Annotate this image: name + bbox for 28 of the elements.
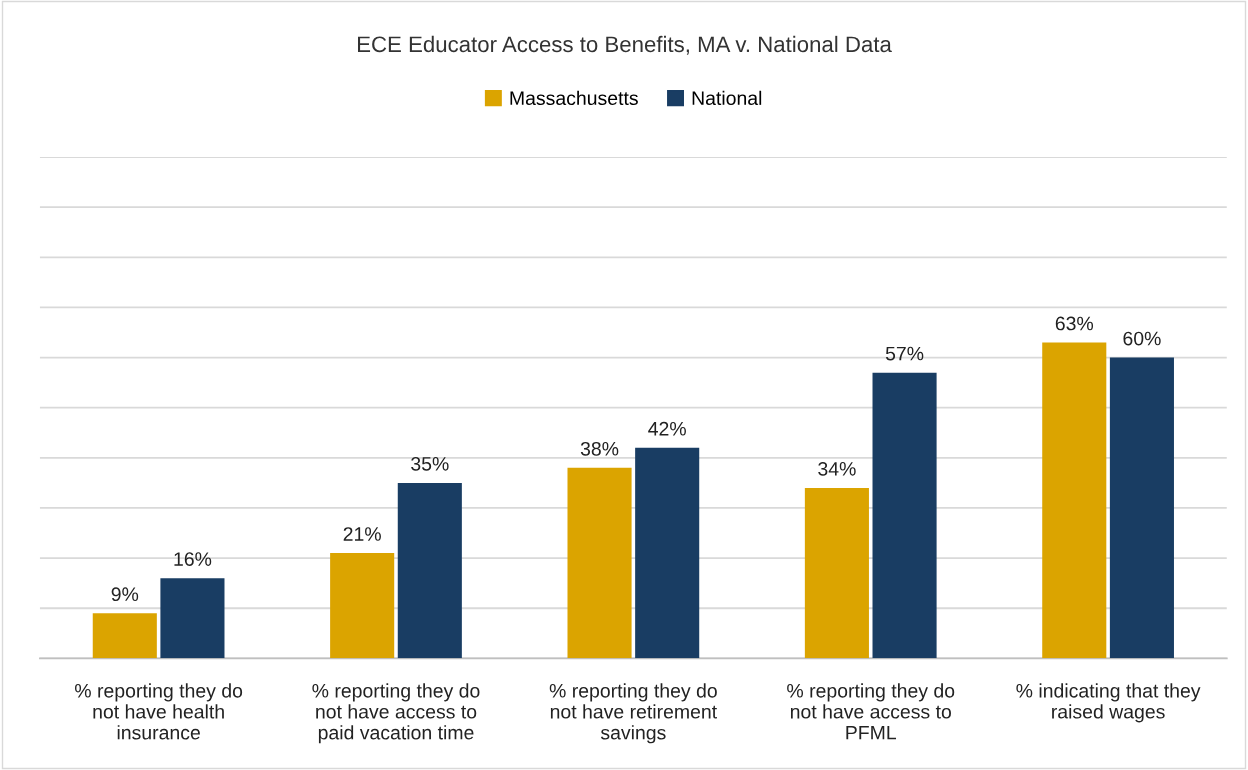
data-label: 21% <box>343 527 381 541</box>
chart-title: ECE Educator Access to Benefits, MA v. National Data <box>358 35 892 55</box>
data-label: 38% <box>580 441 619 456</box>
x-tick-label: % reporting they do not have health insurance <box>75 683 243 740</box>
data-label: 57% <box>885 346 924 361</box>
legend-label: National <box>692 90 762 106</box>
bar <box>397 482 462 659</box>
bar <box>567 467 632 659</box>
bar <box>160 578 225 659</box>
bar <box>804 487 869 659</box>
bar <box>1109 357 1174 659</box>
data-label: 60% <box>1123 331 1161 346</box>
x-tick-label: % reporting they do not have access to paid vacation time <box>312 683 480 744</box>
x-tick-label: % indicating that they raised wages <box>1016 683 1201 723</box>
data-label: 63% <box>1055 316 1094 331</box>
data-label: 35% <box>411 456 449 471</box>
data-label: 34% <box>818 461 856 476</box>
data-label: 9% <box>111 587 139 602</box>
x-tick-label: % reporting they do not have retirement savings <box>549 683 717 744</box>
bar <box>872 372 937 659</box>
bar <box>635 447 700 659</box>
bar <box>92 613 157 659</box>
bar <box>1042 342 1107 659</box>
data-label: 16% <box>174 552 212 566</box>
bar <box>330 553 395 659</box>
data-label: 42% <box>648 421 686 436</box>
legend-label: Massachusetts <box>510 90 638 106</box>
x-tick-label: % reporting they do not have access to PFML <box>787 683 955 740</box>
